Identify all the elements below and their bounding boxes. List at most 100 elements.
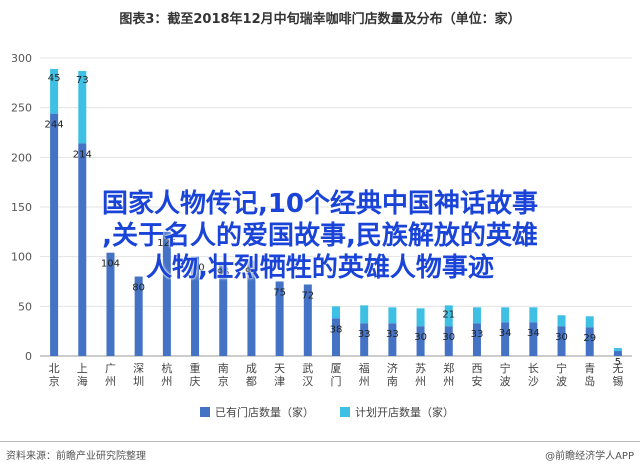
data-label-opened: 33 bbox=[358, 329, 371, 340]
x-tick-label: 州 bbox=[415, 375, 426, 388]
x-tick-label: 京 bbox=[218, 374, 229, 388]
bar-opened bbox=[388, 323, 397, 356]
data-label-opened: 72 bbox=[301, 290, 314, 301]
x-tick-label: 锡 bbox=[612, 374, 623, 388]
x-tick-label: 苏 bbox=[415, 362, 426, 375]
x-tick-label: 安 bbox=[471, 374, 482, 388]
bar-opened bbox=[613, 351, 622, 356]
x-tick-label: 汉 bbox=[302, 375, 313, 388]
bar-opened bbox=[106, 252, 115, 356]
bar-opened bbox=[557, 326, 566, 356]
y-tick-label: 50 bbox=[18, 300, 32, 313]
x-tick-label: 海 bbox=[77, 374, 88, 388]
bar-planned bbox=[444, 305, 453, 327]
data-label-opened: 30 bbox=[555, 332, 568, 343]
data-label-opened: 38 bbox=[330, 324, 343, 335]
bar-opened bbox=[360, 323, 369, 356]
x-tick-label: 州 bbox=[161, 375, 172, 388]
x-tick-label: 上 bbox=[77, 362, 88, 375]
bar-opened bbox=[50, 113, 59, 356]
bar-opened bbox=[134, 276, 143, 356]
x-tick-label: 圳 bbox=[133, 375, 144, 388]
data-label-opened: 214 bbox=[73, 149, 92, 160]
x-tick-label: 岛 bbox=[584, 374, 595, 388]
bar-opened bbox=[78, 143, 87, 356]
x-tick-label: 都 bbox=[246, 375, 257, 388]
x-tick-label: 杭 bbox=[161, 361, 172, 375]
bar-opened bbox=[275, 281, 284, 356]
chart-title: 图表3：截至2018年12月中旬瑞幸咖啡门店数量及分布（单位：家） bbox=[119, 12, 521, 27]
y-tick-label: 0 bbox=[25, 350, 32, 363]
x-tick-label: 宁 bbox=[556, 361, 567, 375]
x-tick-label: 北 bbox=[49, 362, 60, 375]
bar-opened bbox=[444, 326, 453, 356]
bar-planned bbox=[388, 307, 397, 324]
data-label-opened: 80 bbox=[132, 283, 145, 294]
footer-divider bbox=[0, 441, 640, 442]
x-tick-label: 武 bbox=[302, 362, 313, 375]
x-tick-label: 成 bbox=[246, 362, 257, 375]
bar-opened bbox=[247, 260, 256, 356]
data-label-opened: 30 bbox=[442, 332, 455, 343]
data-label-opened: 100 bbox=[186, 263, 205, 274]
data-label-opened: 5 bbox=[615, 357, 621, 368]
bar-planned bbox=[360, 305, 369, 324]
y-tick-label: 300 bbox=[11, 52, 32, 65]
data-label-opened: 244 bbox=[45, 120, 64, 131]
legend-label: 计划开店数量（家） bbox=[355, 405, 454, 419]
data-label-opened: 33 bbox=[471, 329, 484, 340]
data-label-opened: 33 bbox=[386, 329, 399, 340]
bar-planned bbox=[585, 316, 594, 328]
x-tick-label: 波 bbox=[500, 375, 511, 388]
x-tick-label: 重 bbox=[190, 361, 201, 375]
data-label-opened: 96 bbox=[245, 267, 258, 278]
bar-planned bbox=[613, 348, 622, 352]
data-label-opened: 75 bbox=[273, 288, 286, 299]
bar-planned bbox=[50, 68, 59, 114]
x-tick-label: 厦 bbox=[331, 362, 342, 375]
x-tick-label: 青 bbox=[584, 362, 595, 375]
legend-swatch bbox=[200, 407, 210, 417]
bar-planned bbox=[78, 70, 87, 144]
x-tick-label: 长 bbox=[528, 362, 539, 375]
bar-planned bbox=[472, 307, 481, 324]
bar-opened bbox=[501, 322, 510, 356]
bar-opened bbox=[529, 322, 538, 356]
bar-planned bbox=[501, 307, 510, 323]
bar-opened bbox=[585, 327, 594, 356]
x-tick-label: 广 bbox=[105, 362, 116, 375]
bar-planned bbox=[332, 306, 340, 319]
y-tick-label: 100 bbox=[11, 251, 32, 264]
data-label-planned: 21 bbox=[442, 309, 455, 320]
legend-label: 已有门店数量（家） bbox=[215, 405, 314, 419]
x-tick-label: 门 bbox=[331, 374, 342, 388]
x-tick-label: 庆 bbox=[190, 374, 201, 388]
data-label-opened: 104 bbox=[101, 259, 120, 270]
y-tick-label: 200 bbox=[11, 151, 32, 164]
data-label-planned: 45 bbox=[48, 73, 61, 84]
x-tick-label: 南 bbox=[218, 362, 229, 375]
x-tick-label: 州 bbox=[105, 375, 116, 388]
bar-opened bbox=[472, 323, 481, 356]
bar-chart: 0 50 100 150 200 250 300 244 45 北京 214 73 上海 104 广州 80 深… bbox=[11, 52, 632, 419]
brand-label: @前瞻经济学人APP bbox=[545, 451, 634, 462]
bar-opened bbox=[303, 284, 312, 356]
data-label-opened: 29 bbox=[583, 333, 596, 344]
y-tick-label: 250 bbox=[11, 102, 32, 115]
x-tick-label: 州 bbox=[359, 375, 370, 388]
y-tick-label: 150 bbox=[11, 201, 32, 214]
x-tick-label: 郑 bbox=[443, 361, 454, 375]
x-tick-label: 济 bbox=[387, 361, 398, 375]
x-tick-label: 无 bbox=[612, 362, 623, 375]
legend-swatch bbox=[340, 407, 350, 417]
data-label-opened: 30 bbox=[414, 332, 427, 343]
x-tick-label: 南 bbox=[387, 375, 398, 388]
x-tick-label: 波 bbox=[556, 375, 567, 388]
x-tick-label: 宁 bbox=[500, 361, 511, 375]
bar-opened bbox=[332, 318, 340, 356]
bar-opened bbox=[191, 256, 200, 356]
x-tick-label: 深 bbox=[133, 362, 144, 375]
x-tick-label: 津 bbox=[274, 375, 285, 388]
x-tick-label: 京 bbox=[49, 374, 60, 388]
x-tick-label: 福 bbox=[359, 361, 370, 375]
